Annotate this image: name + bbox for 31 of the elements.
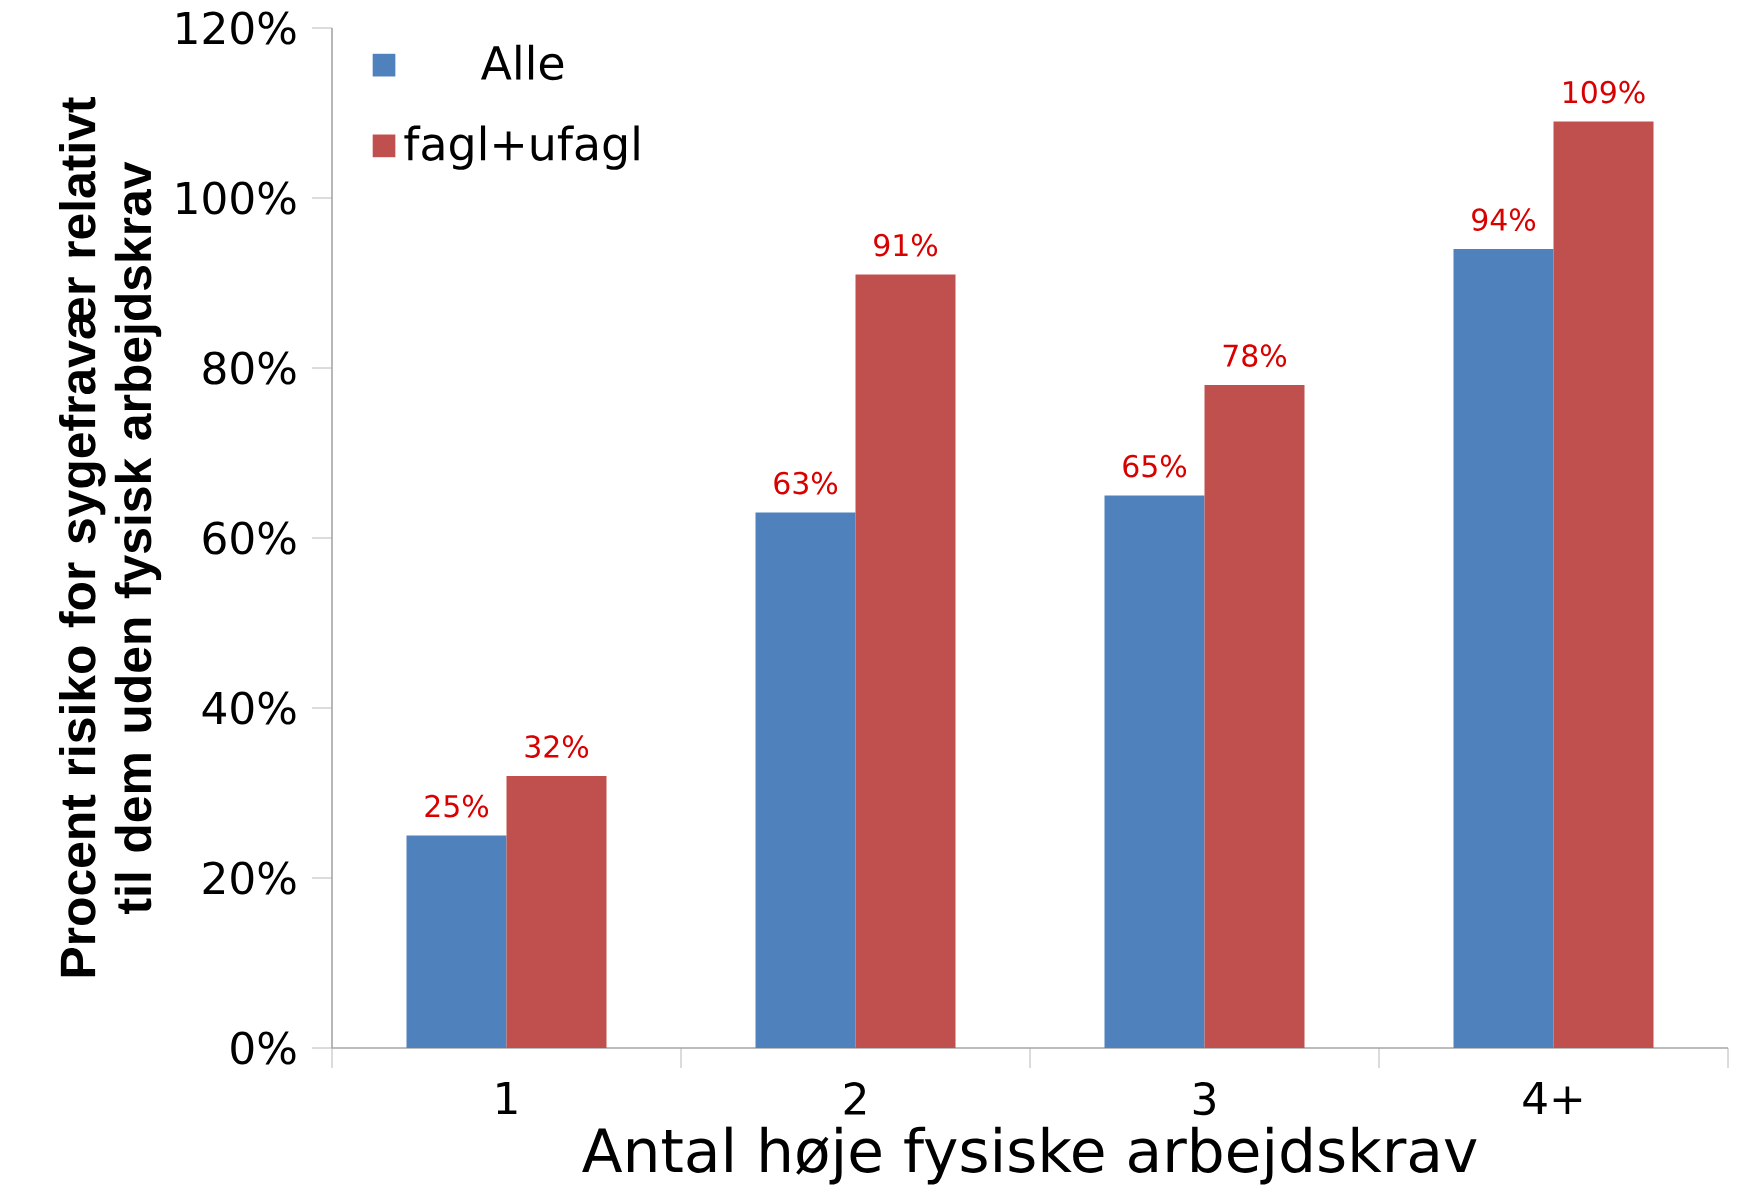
data-label: 63% [774,471,838,495]
x-axis-title: Antal høje fysiske arbejdskrav [582,1126,1477,1185]
x-tick-label: 1 [497,1082,517,1115]
bar [855,274,956,1048]
bar [406,835,507,1048]
x-tick-label: 2 [844,1082,866,1115]
data-label: 25% [425,794,489,818]
bar [1553,121,1654,1048]
y-tick-label: 60% [203,521,296,555]
data-label: 78% [1223,344,1287,367]
legend-label: fagl+ufagl [404,125,639,170]
x-tick-label: 3 [1193,1082,1215,1116]
y-axis-title: Procent risiko for sygefravær relativt til dem uden fysisk arbejdskrav [58,97,162,977]
bar [1104,495,1205,1048]
legend-label: Alle [480,44,564,81]
y-tick-label: 40% [202,691,296,725]
y-tick-label: 100% [177,181,296,215]
y-tick-label: 80% [203,351,296,385]
bar [755,512,856,1048]
data-label: 94% [1472,208,1536,231]
bar [506,776,607,1048]
y-tick-label: 20% [203,861,296,895]
bar [1204,385,1305,1048]
data-label: 91% [874,233,938,257]
bar [1453,248,1554,1048]
data-label: 109% [1564,80,1645,104]
y-tick-label: 0% [231,1031,296,1065]
y-tick-label: 120% [177,11,296,45]
data-label: 32% [525,735,589,758]
x-tick-label: 4+ [1523,1082,1582,1115]
data-label: 65% [1123,454,1187,478]
